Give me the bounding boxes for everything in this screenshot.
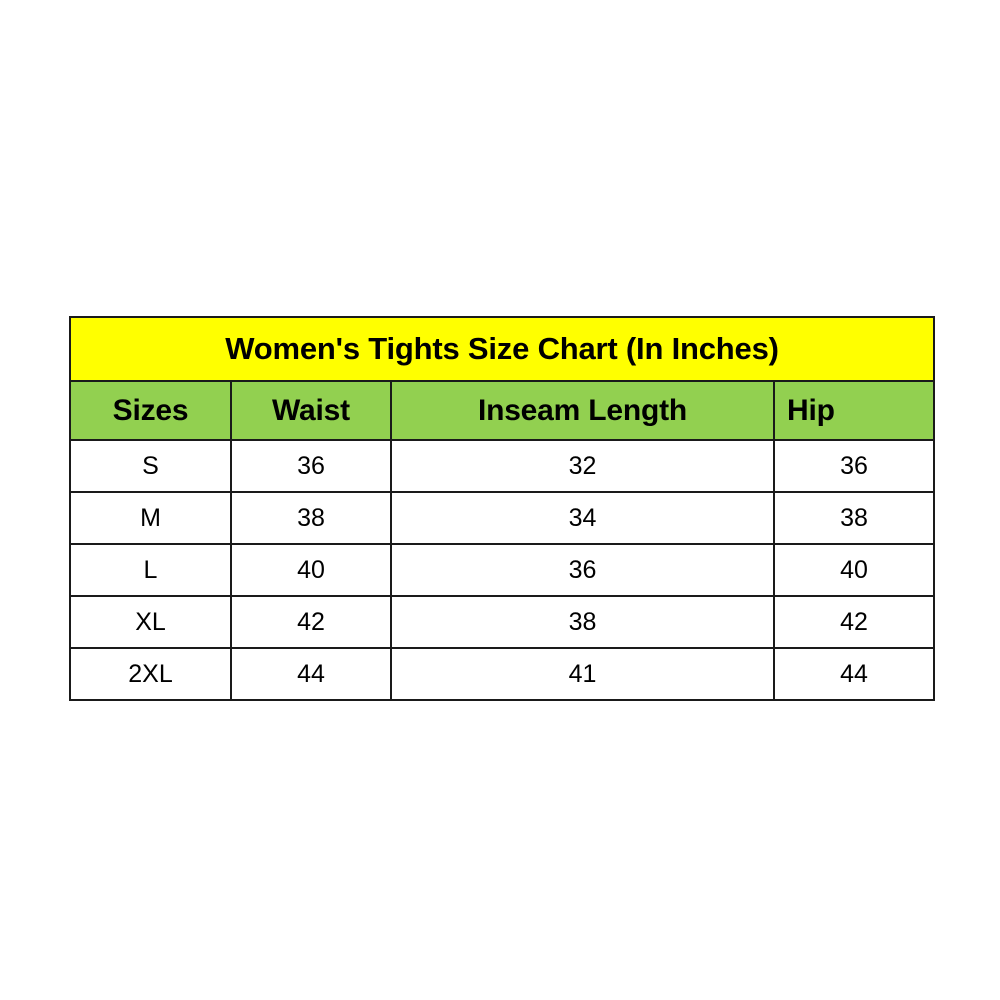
cell-waist: 38 (230, 491, 392, 545)
table-row: S 36 32 36 (69, 439, 936, 493)
cell-size: S (69, 439, 232, 493)
column-header-sizes: Sizes (69, 380, 232, 441)
cell-hip: 40 (772, 543, 936, 597)
column-header-waist: Waist (230, 380, 392, 441)
table-row: 2XL 44 41 44 (69, 647, 936, 701)
cell-size: 2XL (69, 647, 232, 701)
chart-title-row: Women's Tights Size Chart (In Inches) (68, 316, 936, 382)
cell-waist: 40 (230, 543, 392, 597)
chart-header-row: Sizes Waist Inseam Length Hip (69, 380, 936, 441)
size-chart-container: Women's Tights Size Chart (In Inches) Si… (68, 316, 936, 701)
cell-inseam: 32 (390, 439, 775, 493)
cell-inseam: 41 (390, 647, 775, 701)
chart-title: Women's Tights Size Chart (In Inches) (68, 316, 936, 382)
table-row: L 40 36 40 (69, 543, 936, 597)
cell-inseam: 38 (390, 595, 775, 649)
cell-inseam: 34 (390, 491, 775, 545)
table-row: M 38 34 38 (69, 491, 936, 545)
column-header-hip: Hip (772, 380, 936, 441)
cell-size: L (69, 543, 232, 597)
cell-waist: 36 (230, 439, 392, 493)
cell-inseam: 36 (390, 543, 775, 597)
cell-waist: 42 (230, 595, 392, 649)
cell-size: M (69, 491, 232, 545)
size-chart-table: Women's Tights Size Chart (In Inches) Si… (68, 316, 936, 701)
cell-waist: 44 (230, 647, 392, 701)
column-header-inseam-length: Inseam Length (390, 380, 775, 441)
cell-size: XL (69, 595, 232, 649)
cell-hip: 36 (772, 439, 936, 493)
table-row: XL 42 38 42 (69, 595, 936, 649)
cell-hip: 42 (772, 595, 936, 649)
cell-hip: 44 (772, 647, 936, 701)
cell-hip: 38 (772, 491, 936, 545)
